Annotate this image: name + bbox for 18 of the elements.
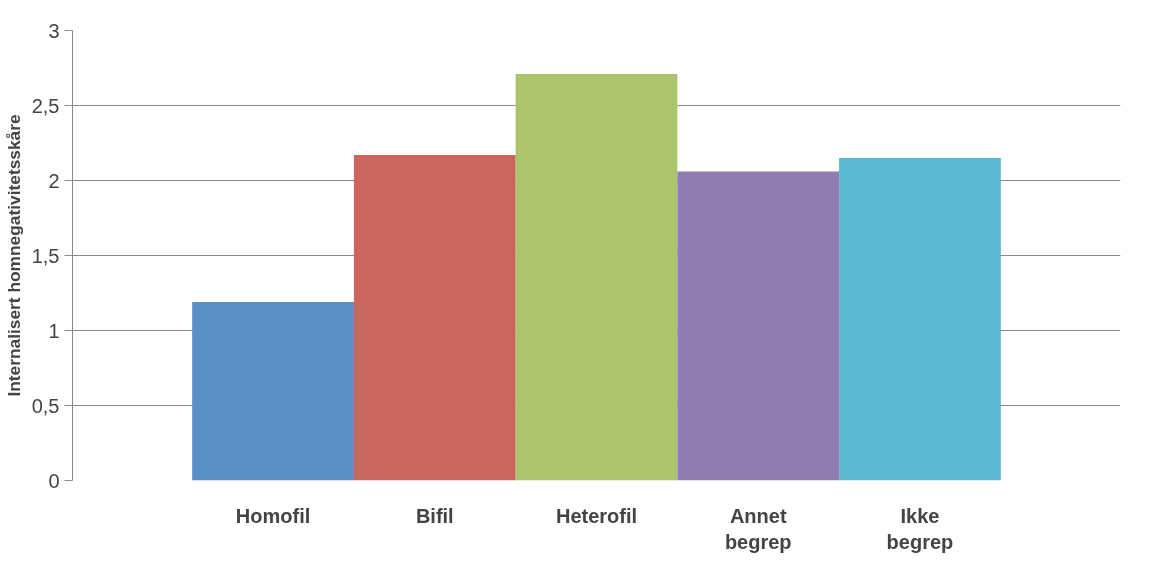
y-tick-label: 3 xyxy=(48,19,60,42)
x-tick-label: Homofil xyxy=(235,504,311,527)
y-tick-label: 0,5 xyxy=(31,394,60,417)
y-tick-label: 2 xyxy=(48,169,60,192)
x-tick-label: Heterofil xyxy=(555,504,638,527)
bar xyxy=(353,155,516,481)
x-tick-label: Bifil xyxy=(415,504,454,527)
x-tick-label: Annet begrep xyxy=(724,504,792,553)
bar xyxy=(515,74,678,481)
y-tick-label: 1,5 xyxy=(31,244,60,267)
y-tick-label: 1 xyxy=(48,319,60,342)
bar xyxy=(192,302,354,481)
y-tick-label: 0 xyxy=(48,469,60,492)
bar xyxy=(839,158,1001,481)
x-tick-label: Ikke begrep xyxy=(886,504,954,553)
bar xyxy=(677,171,840,481)
y-tick-label: 2,5 xyxy=(31,94,60,117)
y-axis-title: Internalisert homnegativitetsskåre xyxy=(3,114,24,397)
